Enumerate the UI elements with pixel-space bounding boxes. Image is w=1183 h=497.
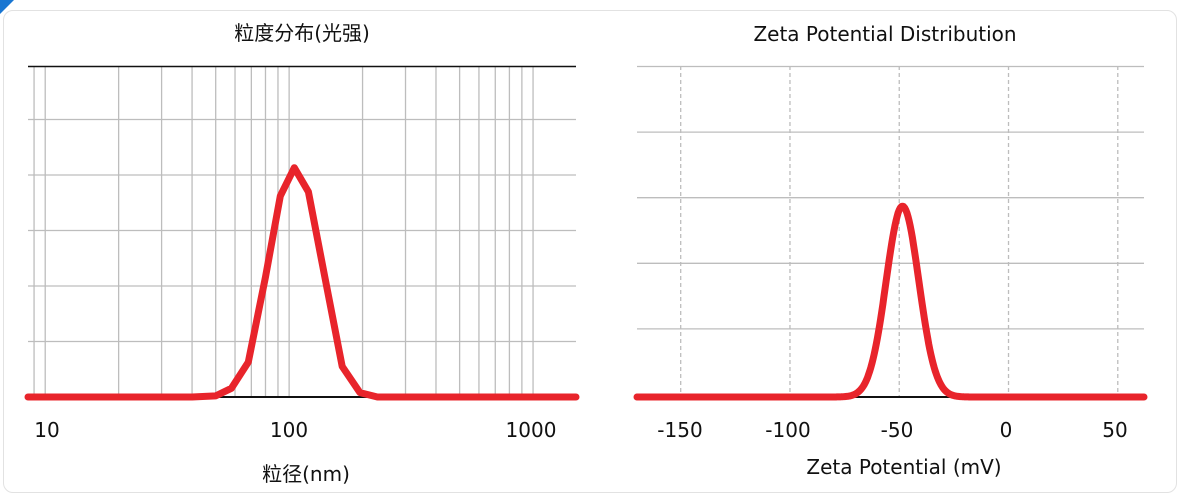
particle-size-plot: [24, 65, 580, 401]
left-x-axis-label: 粒径(nm): [262, 462, 350, 486]
left-x-tick: 1000: [505, 418, 557, 442]
chart-panel: [3, 10, 1177, 493]
right-x-tick: -50: [880, 418, 914, 442]
left-chart-title: 粒度分布(光强): [234, 21, 370, 45]
right-x-axis-label: Zeta Potential (mV): [806, 455, 1002, 479]
corner-mark-icon: [0, 0, 14, 14]
right-series-line: [633, 202, 1148, 401]
right-x-tick: -100: [765, 418, 811, 442]
right-x-tick: 50: [1102, 418, 1128, 442]
left-x-tick: 100: [269, 418, 309, 442]
right-x-tick: 0: [999, 418, 1013, 442]
right-x-tick: -150: [657, 418, 703, 442]
left-x-tick: 10: [34, 418, 60, 442]
zeta-potential-plot: [633, 65, 1148, 401]
left-series-line: [24, 164, 580, 401]
right-chart-title: Zeta Potential Distribution: [753, 22, 1017, 46]
